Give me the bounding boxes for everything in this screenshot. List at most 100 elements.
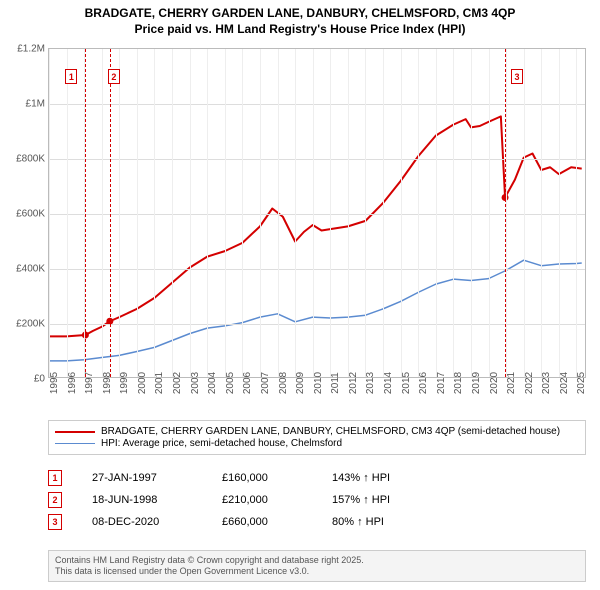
series-line [49, 260, 582, 361]
x-axis-tick-label: 2000 [137, 372, 148, 394]
gridline-vertical [453, 49, 454, 377]
title-line-1: BRADGATE, CHERRY GARDEN LANE, DANBURY, C… [0, 6, 600, 22]
gridline-vertical [278, 49, 279, 377]
x-axis-tick-label: 2015 [401, 372, 412, 394]
x-axis-tick-label: 2012 [348, 372, 359, 394]
x-axis-tick-label: 2016 [418, 372, 429, 394]
annotation-price: £210,000 [222, 494, 332, 506]
x-axis-tick-label: 1996 [67, 372, 78, 394]
gridline-vertical [418, 49, 419, 377]
footer-line-2: This data is licensed under the Open Gov… [55, 566, 579, 577]
sale-marker-badge: 1 [65, 69, 77, 84]
gridline-vertical [383, 49, 384, 377]
annotation-pct: 143% ↑ HPI [332, 472, 390, 484]
y-axis-tick-label: £800K [16, 154, 49, 165]
gridline-vertical [242, 49, 243, 377]
annotation-row: 3 08-DEC-2020£660,00080% ↑ HPI [48, 514, 586, 530]
gridline-vertical [207, 49, 208, 377]
x-axis-tick-label: 2009 [295, 372, 306, 394]
gridline-vertical [436, 49, 437, 377]
y-axis-tick-label: £600K [16, 209, 49, 220]
chart-title: BRADGATE, CHERRY GARDEN LANE, DANBURY, C… [0, 0, 600, 37]
x-axis-tick-label: 2001 [154, 372, 165, 394]
x-axis-tick-label: 2010 [313, 372, 324, 394]
gridline-vertical [313, 49, 314, 377]
x-axis-tick-label: 2002 [172, 372, 183, 394]
gridline-vertical [154, 49, 155, 377]
x-axis-tick-label: 2022 [524, 372, 535, 394]
footer-line-1: Contains HM Land Registry data © Crown c… [55, 555, 579, 566]
series-line [49, 116, 582, 336]
x-axis-tick-label: 2025 [576, 372, 587, 394]
gridline-vertical [576, 49, 577, 377]
sale-marker-line [110, 49, 111, 377]
legend-label: BRADGATE, CHERRY GARDEN LANE, DANBURY, C… [101, 426, 560, 437]
x-axis-tick-label: 2018 [453, 372, 464, 394]
y-axis-tick-label: £1.2M [17, 44, 49, 55]
gridline-vertical [506, 49, 507, 377]
legend-swatch [55, 443, 95, 445]
gridline-vertical [102, 49, 103, 377]
annotation-date: 27-JAN-1997 [92, 472, 222, 484]
sale-marker-line [505, 49, 506, 377]
y-axis-tick-label: £400K [16, 264, 49, 275]
y-axis-tick-label: £0 [34, 374, 49, 385]
sale-marker-badge: 2 [108, 69, 120, 84]
annotation-pct: 80% ↑ HPI [332, 516, 384, 528]
legend-swatch [55, 431, 95, 433]
gridline-vertical [172, 49, 173, 377]
gridline-vertical [225, 49, 226, 377]
gridline-vertical [67, 49, 68, 377]
y-axis-tick-label: £1M [26, 99, 49, 110]
gridline-vertical [119, 49, 120, 377]
chart-plot-area: £0£200K£400K£600K£800K£1M£1.2M1995199619… [48, 48, 586, 378]
annotation-date: 08-DEC-2020 [92, 516, 222, 528]
sale-marker-line [85, 49, 86, 377]
annotation-price: £160,000 [222, 472, 332, 484]
legend-row: BRADGATE, CHERRY GARDEN LANE, DANBURY, C… [55, 426, 579, 437]
annotation-price: £660,000 [222, 516, 332, 528]
gridline-vertical [348, 49, 349, 377]
gridline-vertical [295, 49, 296, 377]
y-axis-tick-label: £200K [16, 319, 49, 330]
gridline-vertical [471, 49, 472, 377]
annotation-row: 1 27-JAN-1997£160,000143% ↑ HPI [48, 470, 586, 486]
gridline-vertical [260, 49, 261, 377]
x-axis-tick-label: 2020 [489, 372, 500, 394]
annotation-badge: 1 [48, 470, 62, 486]
gridline-vertical [49, 49, 50, 377]
gridline-vertical [190, 49, 191, 377]
annotation-row: 2 18-JUN-1998£210,000157% ↑ HPI [48, 492, 586, 508]
x-axis-tick-label: 2021 [506, 372, 517, 394]
x-axis-tick-label: 2005 [225, 372, 236, 394]
x-axis-tick-label: 2017 [436, 372, 447, 394]
x-axis-tick-label: 2013 [365, 372, 376, 394]
x-axis-tick-label: 2024 [559, 372, 570, 394]
footer-attribution: Contains HM Land Registry data © Crown c… [48, 550, 586, 582]
annotation-badge: 3 [48, 514, 62, 530]
gridline-vertical [401, 49, 402, 377]
legend: BRADGATE, CHERRY GARDEN LANE, DANBURY, C… [48, 420, 586, 455]
gridline-vertical [365, 49, 366, 377]
gridline-vertical [137, 49, 138, 377]
x-axis-tick-label: 2014 [383, 372, 394, 394]
x-axis-tick-label: 2004 [207, 372, 218, 394]
annotation-badge: 2 [48, 492, 62, 508]
x-axis-tick-label: 2008 [278, 372, 289, 394]
annotation-date: 18-JUN-1998 [92, 494, 222, 506]
x-axis-tick-label: 2006 [242, 372, 253, 394]
title-line-2: Price paid vs. HM Land Registry's House … [0, 22, 600, 38]
gridline-vertical [524, 49, 525, 377]
x-axis-tick-label: 1999 [119, 372, 130, 394]
x-axis-tick-label: 2023 [541, 372, 552, 394]
annotation-pct: 157% ↑ HPI [332, 494, 390, 506]
x-axis-tick-label: 2003 [190, 372, 201, 394]
x-axis-tick-label: 1995 [49, 372, 60, 394]
gridline-vertical [330, 49, 331, 377]
gridline-vertical [541, 49, 542, 377]
x-axis-tick-label: 2007 [260, 372, 271, 394]
annotation-list: 1 27-JAN-1997£160,000143% ↑ HPI 2 18-JUN-19… [48, 464, 586, 536]
x-axis-tick-label: 2011 [330, 372, 341, 394]
legend-row: HPI: Average price, semi-detached house,… [55, 438, 579, 449]
x-axis-tick-label: 1998 [102, 372, 113, 394]
